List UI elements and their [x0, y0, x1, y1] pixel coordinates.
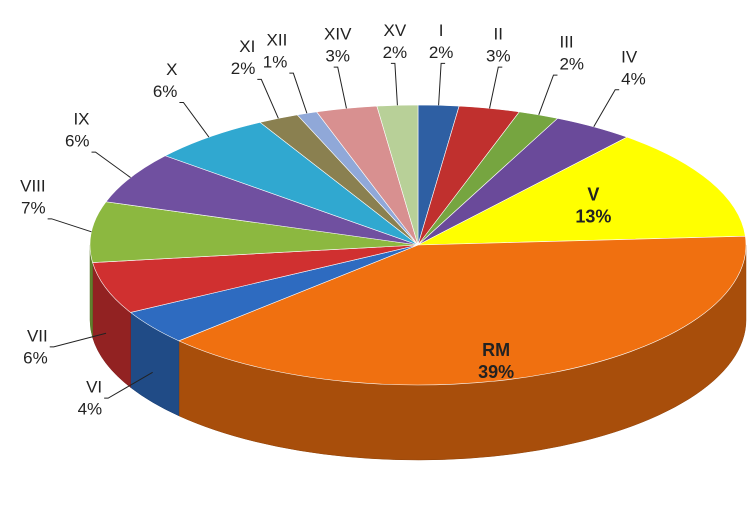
leader-line — [289, 72, 308, 114]
slice-name: X — [166, 60, 177, 79]
slice-name: IV — [621, 47, 638, 66]
leader-line — [47, 218, 92, 233]
slice-name: I — [439, 21, 444, 40]
slice-name: II — [494, 25, 503, 44]
slices — [89, 104, 747, 386]
leader-line — [538, 74, 558, 116]
leader-line — [438, 62, 446, 106]
value-label: 2% — [429, 43, 454, 62]
leader-line — [489, 66, 503, 109]
leader-line — [49, 332, 107, 348]
slice-name: VI — [86, 378, 102, 397]
slice-name: XIV — [324, 25, 352, 44]
leader-line — [593, 89, 620, 128]
walls — [89, 244, 747, 461]
leader-line — [257, 78, 279, 119]
value-label: 6% — [23, 348, 48, 367]
slice-name: XII — [267, 31, 288, 50]
slice — [376, 104, 419, 246]
value-label: 6% — [65, 132, 90, 151]
slice-name: XV — [384, 21, 407, 40]
leader-line — [91, 151, 131, 178]
leader-line — [104, 371, 153, 399]
leader-line — [179, 101, 210, 138]
slice — [178, 235, 747, 386]
value-label: 7% — [21, 198, 46, 217]
value-label: 3% — [325, 47, 350, 66]
slice — [92, 244, 419, 313]
value-label: 2% — [231, 59, 256, 78]
value-label: 39% — [478, 362, 514, 382]
slice — [105, 155, 419, 246]
slice — [164, 121, 419, 246]
slice-name: VII — [27, 326, 48, 345]
value-label: 4% — [78, 400, 103, 419]
slice-name: III — [559, 33, 573, 52]
slice-name: VIII — [20, 176, 46, 195]
value-label: 2% — [559, 55, 584, 74]
value-label: 3% — [486, 47, 511, 66]
leader-line — [390, 62, 398, 106]
slice-name: RM — [482, 340, 510, 360]
slice-name: XI — [239, 37, 255, 56]
value-label: 6% — [153, 82, 178, 101]
value-label: 13% — [575, 207, 611, 227]
slice-name: IX — [73, 110, 89, 129]
leader-line — [333, 66, 347, 109]
slice — [417, 136, 746, 246]
value-label: 4% — [621, 69, 646, 88]
slice-name: V — [587, 185, 599, 205]
value-label: 2% — [383, 43, 408, 62]
value-label: 1% — [263, 53, 288, 72]
